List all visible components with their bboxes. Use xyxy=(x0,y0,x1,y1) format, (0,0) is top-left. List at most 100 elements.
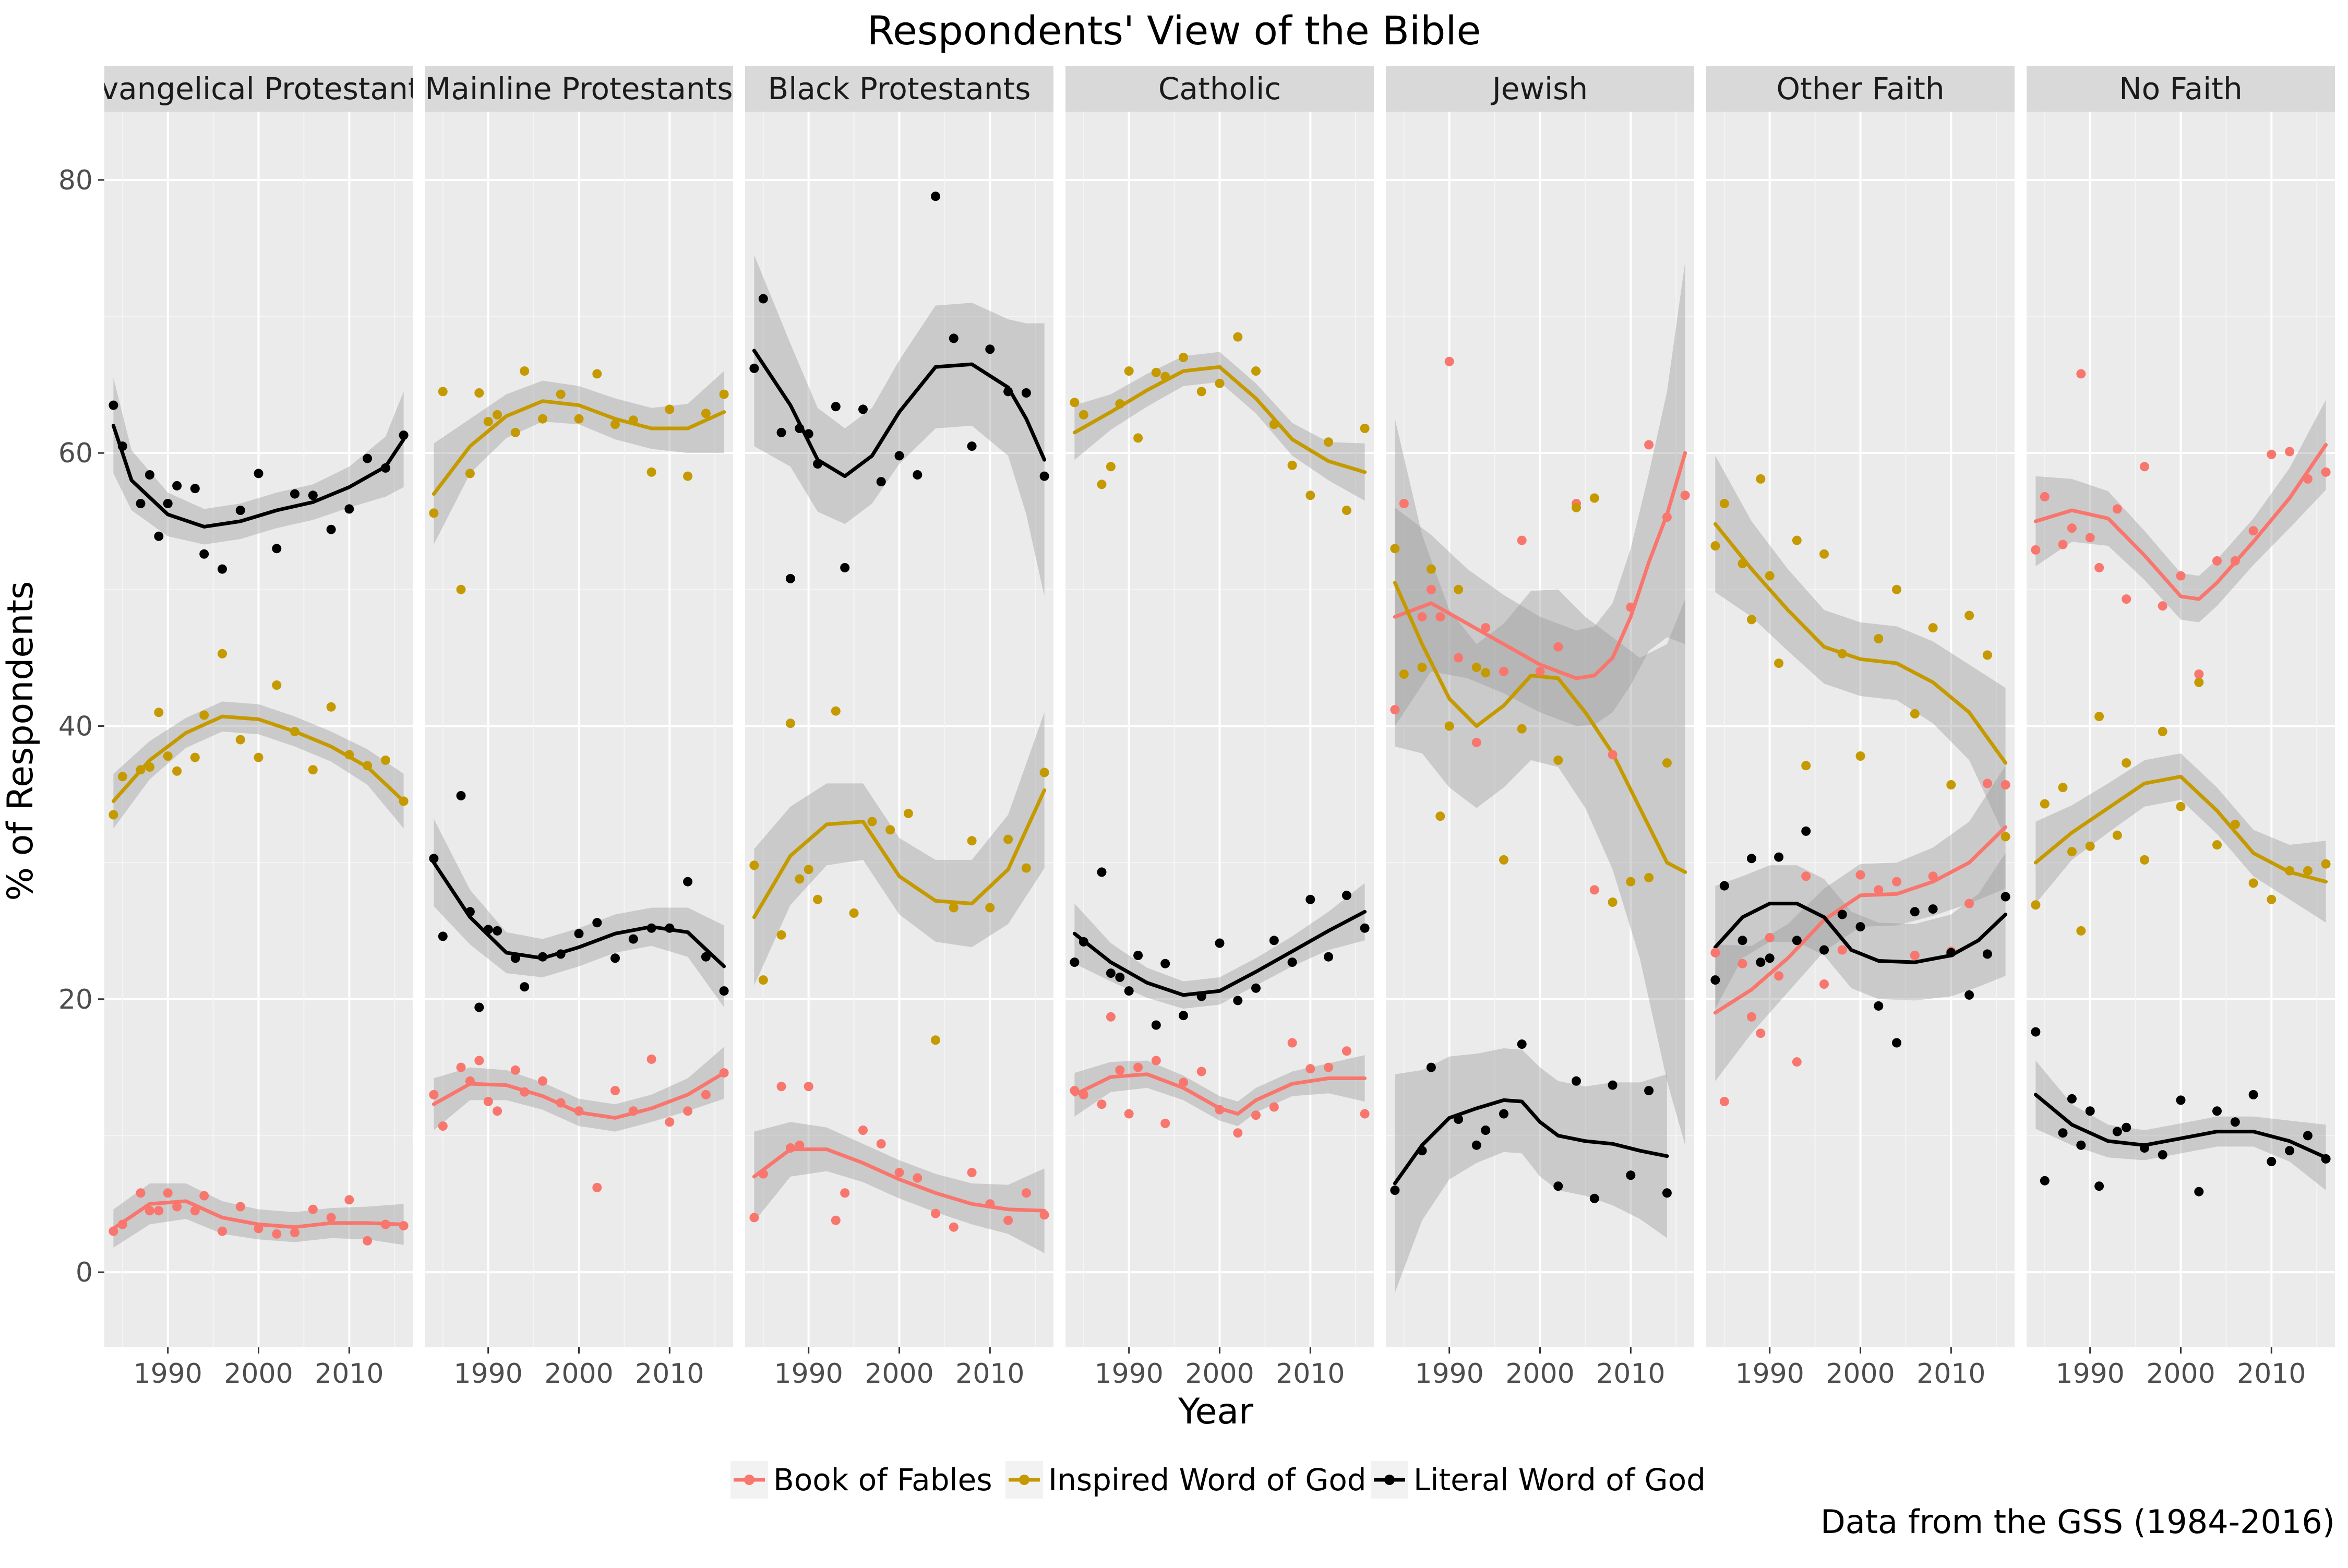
data-point xyxy=(2248,878,2258,888)
data-point xyxy=(1179,1011,1188,1021)
data-point xyxy=(117,772,127,782)
data-point xyxy=(1837,909,1847,919)
data-point xyxy=(2040,799,2050,809)
data-point xyxy=(1390,1186,1400,1195)
data-point xyxy=(1982,949,1992,959)
data-point xyxy=(1517,1039,1527,1049)
data-point xyxy=(804,1082,813,1092)
data-point xyxy=(1196,1067,1206,1076)
data-point xyxy=(1360,424,1370,433)
data-point xyxy=(456,791,466,800)
data-point xyxy=(2285,1146,2295,1156)
data-point xyxy=(2230,556,2240,566)
data-point xyxy=(1097,480,1107,489)
data-point xyxy=(465,469,475,478)
data-point xyxy=(1215,378,1225,388)
legend-label: Literal Word of God xyxy=(1413,1462,1706,1498)
data-point xyxy=(1070,957,1080,967)
data-point xyxy=(272,680,282,690)
data-point xyxy=(136,1188,146,1198)
data-point xyxy=(1251,1110,1261,1120)
data-point xyxy=(1819,979,1829,989)
data-point xyxy=(1070,398,1080,408)
data-point xyxy=(1710,948,1720,957)
data-point xyxy=(2303,1131,2313,1141)
data-point xyxy=(2122,1122,2131,1132)
data-point xyxy=(556,949,566,959)
data-point xyxy=(493,926,502,936)
data-point xyxy=(795,874,805,884)
data-point xyxy=(967,441,977,451)
data-point xyxy=(1324,1062,1334,1072)
data-point xyxy=(2176,801,2186,811)
data-point xyxy=(235,506,245,515)
data-point xyxy=(1133,1062,1143,1072)
data-point xyxy=(610,953,620,963)
panel-evangelical-protestants: Evangelical Protestants 1990 2000 2010 xyxy=(81,66,436,1390)
data-point xyxy=(474,1002,484,1012)
data-point xyxy=(380,755,390,765)
data-point xyxy=(2212,1106,2222,1116)
data-point xyxy=(1982,779,1992,788)
data-point xyxy=(1746,615,1756,625)
legend-item: Inspired Word of God xyxy=(1005,1461,1367,1499)
data-point xyxy=(145,1206,154,1216)
data-point xyxy=(172,481,182,490)
x-tick-label: 2000 xyxy=(1505,1358,1574,1390)
x-tick-label: 1990 xyxy=(774,1358,843,1390)
data-point xyxy=(1517,724,1527,734)
data-point xyxy=(1003,387,1013,397)
data-point xyxy=(785,719,795,728)
data-point xyxy=(145,762,154,772)
data-point xyxy=(813,459,823,469)
data-point xyxy=(1928,623,1938,633)
data-point xyxy=(831,706,841,716)
data-point xyxy=(1021,863,1031,873)
data-point xyxy=(831,1215,841,1225)
data-point xyxy=(2112,1127,2122,1136)
data-point xyxy=(1765,953,1775,963)
data-point xyxy=(1039,1210,1049,1220)
gridlines xyxy=(425,112,733,1347)
data-point xyxy=(2285,447,2295,457)
data-point xyxy=(2158,1150,2167,1160)
x-tick-label: 2010 xyxy=(955,1358,1024,1390)
data-point xyxy=(1801,826,1811,836)
data-point xyxy=(1964,611,1974,620)
legend-point xyxy=(744,1475,754,1485)
data-point xyxy=(1756,957,1766,967)
data-point xyxy=(628,934,638,944)
data-point xyxy=(1626,602,1636,612)
data-point xyxy=(1801,871,1811,881)
facet-strip xyxy=(104,66,413,112)
data-point xyxy=(235,1202,245,1212)
data-point xyxy=(363,1236,373,1246)
confidence-band xyxy=(1395,261,1685,726)
data-point xyxy=(628,415,638,425)
data-point xyxy=(190,752,200,762)
trend-line xyxy=(752,349,1047,478)
data-point xyxy=(665,923,675,933)
data-point xyxy=(1106,968,1116,978)
data-point xyxy=(1553,755,1563,765)
data-point xyxy=(804,429,813,439)
x-tick-label: 1990 xyxy=(1735,1358,1804,1390)
data-point xyxy=(885,825,895,835)
data-point xyxy=(1517,535,1527,545)
data-point xyxy=(858,1126,868,1135)
data-point xyxy=(592,369,602,379)
data-point xyxy=(1589,1193,1599,1203)
data-point xyxy=(1774,659,1784,668)
data-point xyxy=(429,508,439,518)
data-point xyxy=(474,388,484,398)
data-point xyxy=(701,1090,711,1099)
data-point xyxy=(326,524,336,534)
facet-strip-label: Evangelical Protestants xyxy=(81,71,436,106)
data-point xyxy=(867,817,877,827)
data-point xyxy=(913,1173,923,1183)
data-point xyxy=(1644,440,1654,450)
data-point xyxy=(1644,1086,1654,1096)
data-point xyxy=(2058,1128,2068,1138)
data-point xyxy=(2058,540,2068,549)
data-point xyxy=(831,402,841,412)
